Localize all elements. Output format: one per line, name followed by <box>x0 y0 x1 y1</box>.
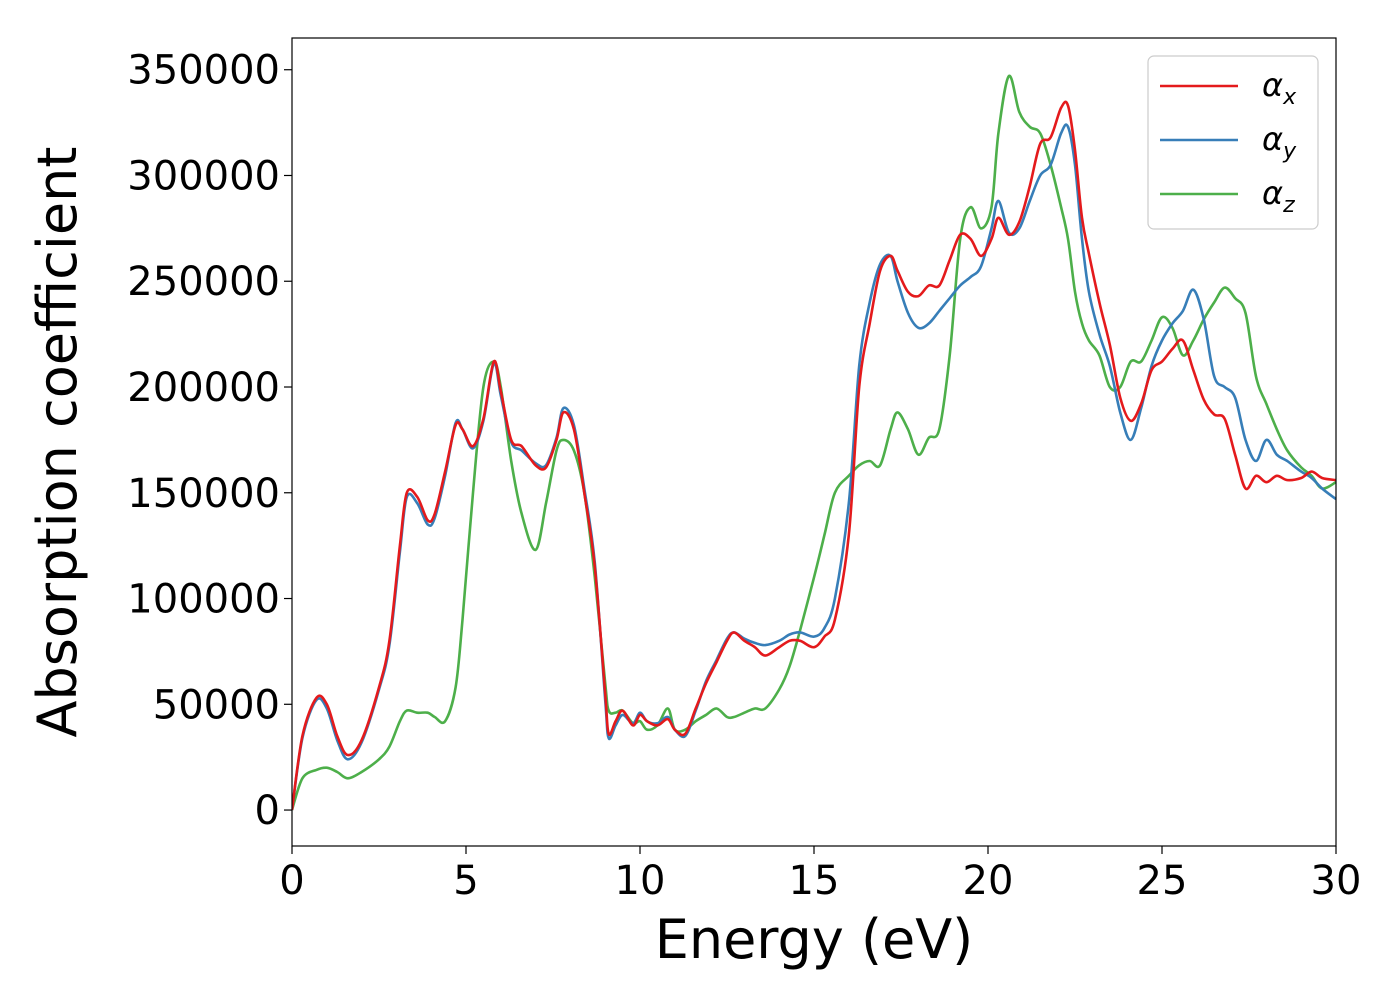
x-tick-label: 0 <box>279 858 304 904</box>
x-axis: 0 5 10 15 20 25 30 <box>279 846 1361 904</box>
x-tick-label: 30 <box>1311 858 1362 904</box>
y-axis: 0 50000 100000 150000 200000 250000 300000 3500… <box>127 48 292 834</box>
series-line-x <box>292 100 1336 811</box>
x-tick-label: 25 <box>1137 858 1188 904</box>
x-tick-label: 20 <box>963 858 1014 904</box>
legend-label-y: αy <box>1262 120 1297 164</box>
legend-label-z: αz <box>1262 174 1295 218</box>
y-tick-label: 300000 <box>127 153 280 199</box>
series-layer <box>292 74 1336 811</box>
legend-frame <box>1147 55 1319 230</box>
y-tick-label: 250000 <box>127 259 280 305</box>
y-tick-label: 100000 <box>127 577 280 623</box>
y-tick-label: 150000 <box>127 471 280 517</box>
series-line-z <box>292 74 1336 811</box>
x-tick-label: 15 <box>789 858 840 904</box>
y-tick-label: 350000 <box>127 48 280 94</box>
y-tick-label: 0 <box>255 788 280 834</box>
y-axis-label: Absorption coefficient <box>26 147 89 738</box>
legend-label-x: αx <box>1262 66 1297 110</box>
x-tick-label: 10 <box>615 858 666 904</box>
y-tick-label: 200000 <box>127 365 280 411</box>
x-tick-label: 5 <box>453 858 478 904</box>
x-axis-label: Energy (eV) <box>655 908 974 971</box>
legend: αx αy αz <box>1147 55 1319 230</box>
y-tick-label: 50000 <box>153 682 280 728</box>
